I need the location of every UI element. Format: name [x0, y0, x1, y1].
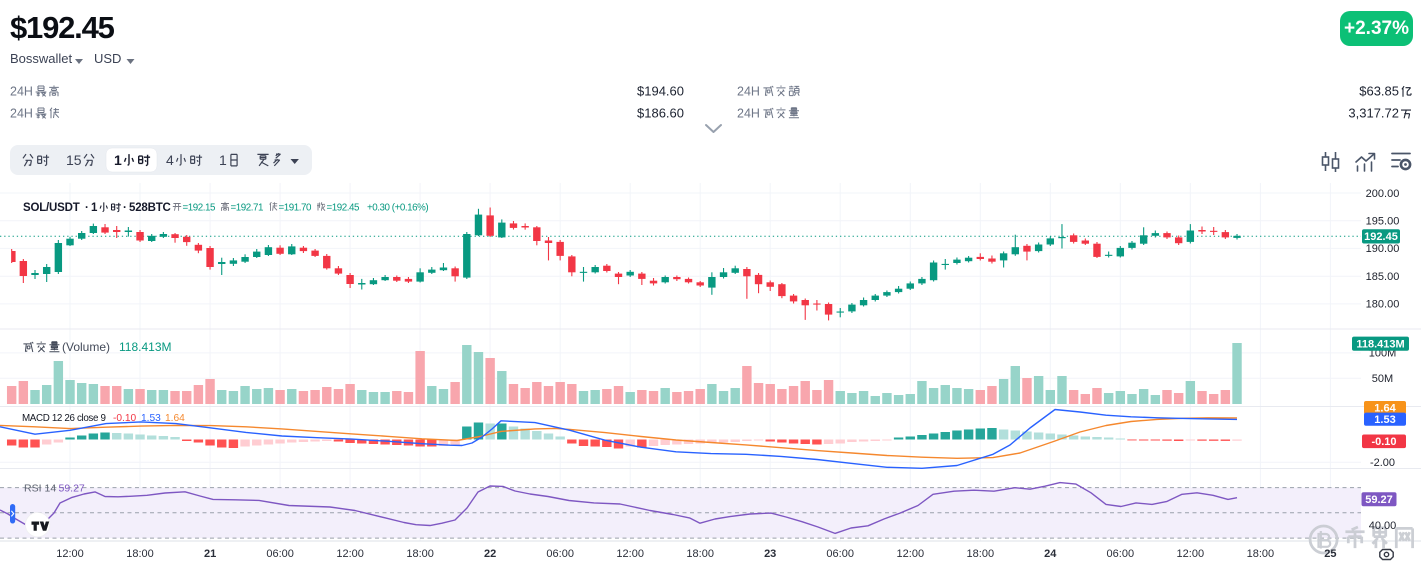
svg-text:23: 23	[764, 548, 776, 560]
svg-text:118.413M: 118.413M	[1356, 339, 1404, 351]
svg-text:1.64: 1.64	[1374, 402, 1396, 414]
svg-text:4: 4	[166, 152, 174, 168]
svg-text:12:00: 12:00	[56, 548, 84, 560]
svg-text:06:00: 06:00	[1107, 548, 1135, 560]
svg-text:12:00: 12:00	[616, 548, 644, 560]
svg-text:24H: 24H	[10, 85, 33, 99]
svg-text:18:00: 18:00	[126, 548, 154, 560]
svg-text:12:00: 12:00	[336, 548, 364, 560]
svg-text:185.00: 185.00	[1366, 271, 1400, 283]
svg-text:=192.15: =192.15	[183, 203, 217, 214]
svg-text:180.00: 180.00	[1366, 299, 1400, 311]
svg-text:1: 1	[114, 152, 122, 168]
svg-text:Bosswallet: Bosswallet	[10, 51, 73, 66]
svg-text:+0.30 (+0.16%): +0.30 (+0.16%)	[367, 203, 428, 214]
svg-text:1: 1	[219, 152, 227, 168]
svg-text:·: ·	[85, 202, 89, 214]
svg-text:MACD 12 26 close 9: MACD 12 26 close 9	[22, 413, 106, 424]
svg-text:24H: 24H	[10, 107, 33, 121]
svg-text:06:00: 06:00	[546, 548, 574, 560]
svg-text:18:00: 18:00	[686, 548, 714, 560]
svg-text:22: 22	[484, 548, 496, 560]
svg-text:-0.10: -0.10	[113, 413, 137, 424]
svg-text:24H: 24H	[737, 107, 760, 121]
svg-text:59.27: 59.27	[1365, 494, 1393, 506]
svg-text:·: ·	[123, 202, 127, 214]
svg-text:06:00: 06:00	[826, 548, 854, 560]
svg-text:1.53: 1.53	[1374, 414, 1395, 426]
svg-text:15: 15	[66, 152, 82, 168]
svg-text:40.00: 40.00	[1369, 520, 1397, 532]
svg-text:=191.70: =191.70	[279, 203, 313, 214]
svg-text:$186.60: $186.60	[637, 106, 684, 121]
svg-text:1: 1	[91, 202, 98, 214]
svg-text:12:00: 12:00	[1177, 548, 1205, 560]
svg-text:528BTC: 528BTC	[129, 202, 171, 214]
svg-text:$63.85: $63.85	[1359, 84, 1399, 99]
svg-text:1.53: 1.53	[141, 413, 161, 424]
svg-text:USD: USD	[94, 51, 121, 66]
svg-text:$192.45: $192.45	[10, 10, 115, 45]
svg-text:18:00: 18:00	[967, 548, 995, 560]
svg-text:14: 14	[45, 483, 57, 495]
svg-text:192.45: 192.45	[1364, 231, 1398, 243]
svg-text:59.27: 59.27	[59, 483, 85, 495]
svg-text:1.64: 1.64	[165, 413, 185, 424]
svg-text:18:00: 18:00	[1247, 548, 1275, 560]
svg-text:200.00: 200.00	[1366, 188, 1400, 200]
svg-text:$194.60: $194.60	[637, 84, 684, 99]
svg-text:25: 25	[1324, 548, 1336, 560]
svg-text:RSI: RSI	[24, 483, 42, 495]
svg-text:24: 24	[1044, 548, 1057, 560]
svg-text:118.413M: 118.413M	[119, 340, 171, 354]
svg-text:190.00: 190.00	[1366, 243, 1400, 255]
svg-text:+2.37%: +2.37%	[1344, 18, 1409, 39]
svg-text:24H: 24H	[737, 85, 760, 99]
svg-text:21: 21	[204, 548, 216, 560]
svg-text:=192.45: =192.45	[327, 203, 361, 214]
svg-text:-2.00: -2.00	[1370, 457, 1395, 469]
svg-text:12:00: 12:00	[897, 548, 925, 560]
svg-text:3,317.72: 3,317.72	[1348, 106, 1399, 121]
svg-text:(Volume): (Volume)	[62, 340, 110, 354]
svg-text:18:00: 18:00	[406, 548, 434, 560]
svg-text:SOL/USDT: SOL/USDT	[23, 202, 80, 214]
svg-text:50M: 50M	[1372, 373, 1393, 385]
svg-text:06:00: 06:00	[266, 548, 294, 560]
svg-text:-0.10: -0.10	[1371, 436, 1396, 448]
svg-text:=192.71: =192.71	[231, 203, 264, 214]
svg-text:195.00: 195.00	[1366, 216, 1400, 228]
